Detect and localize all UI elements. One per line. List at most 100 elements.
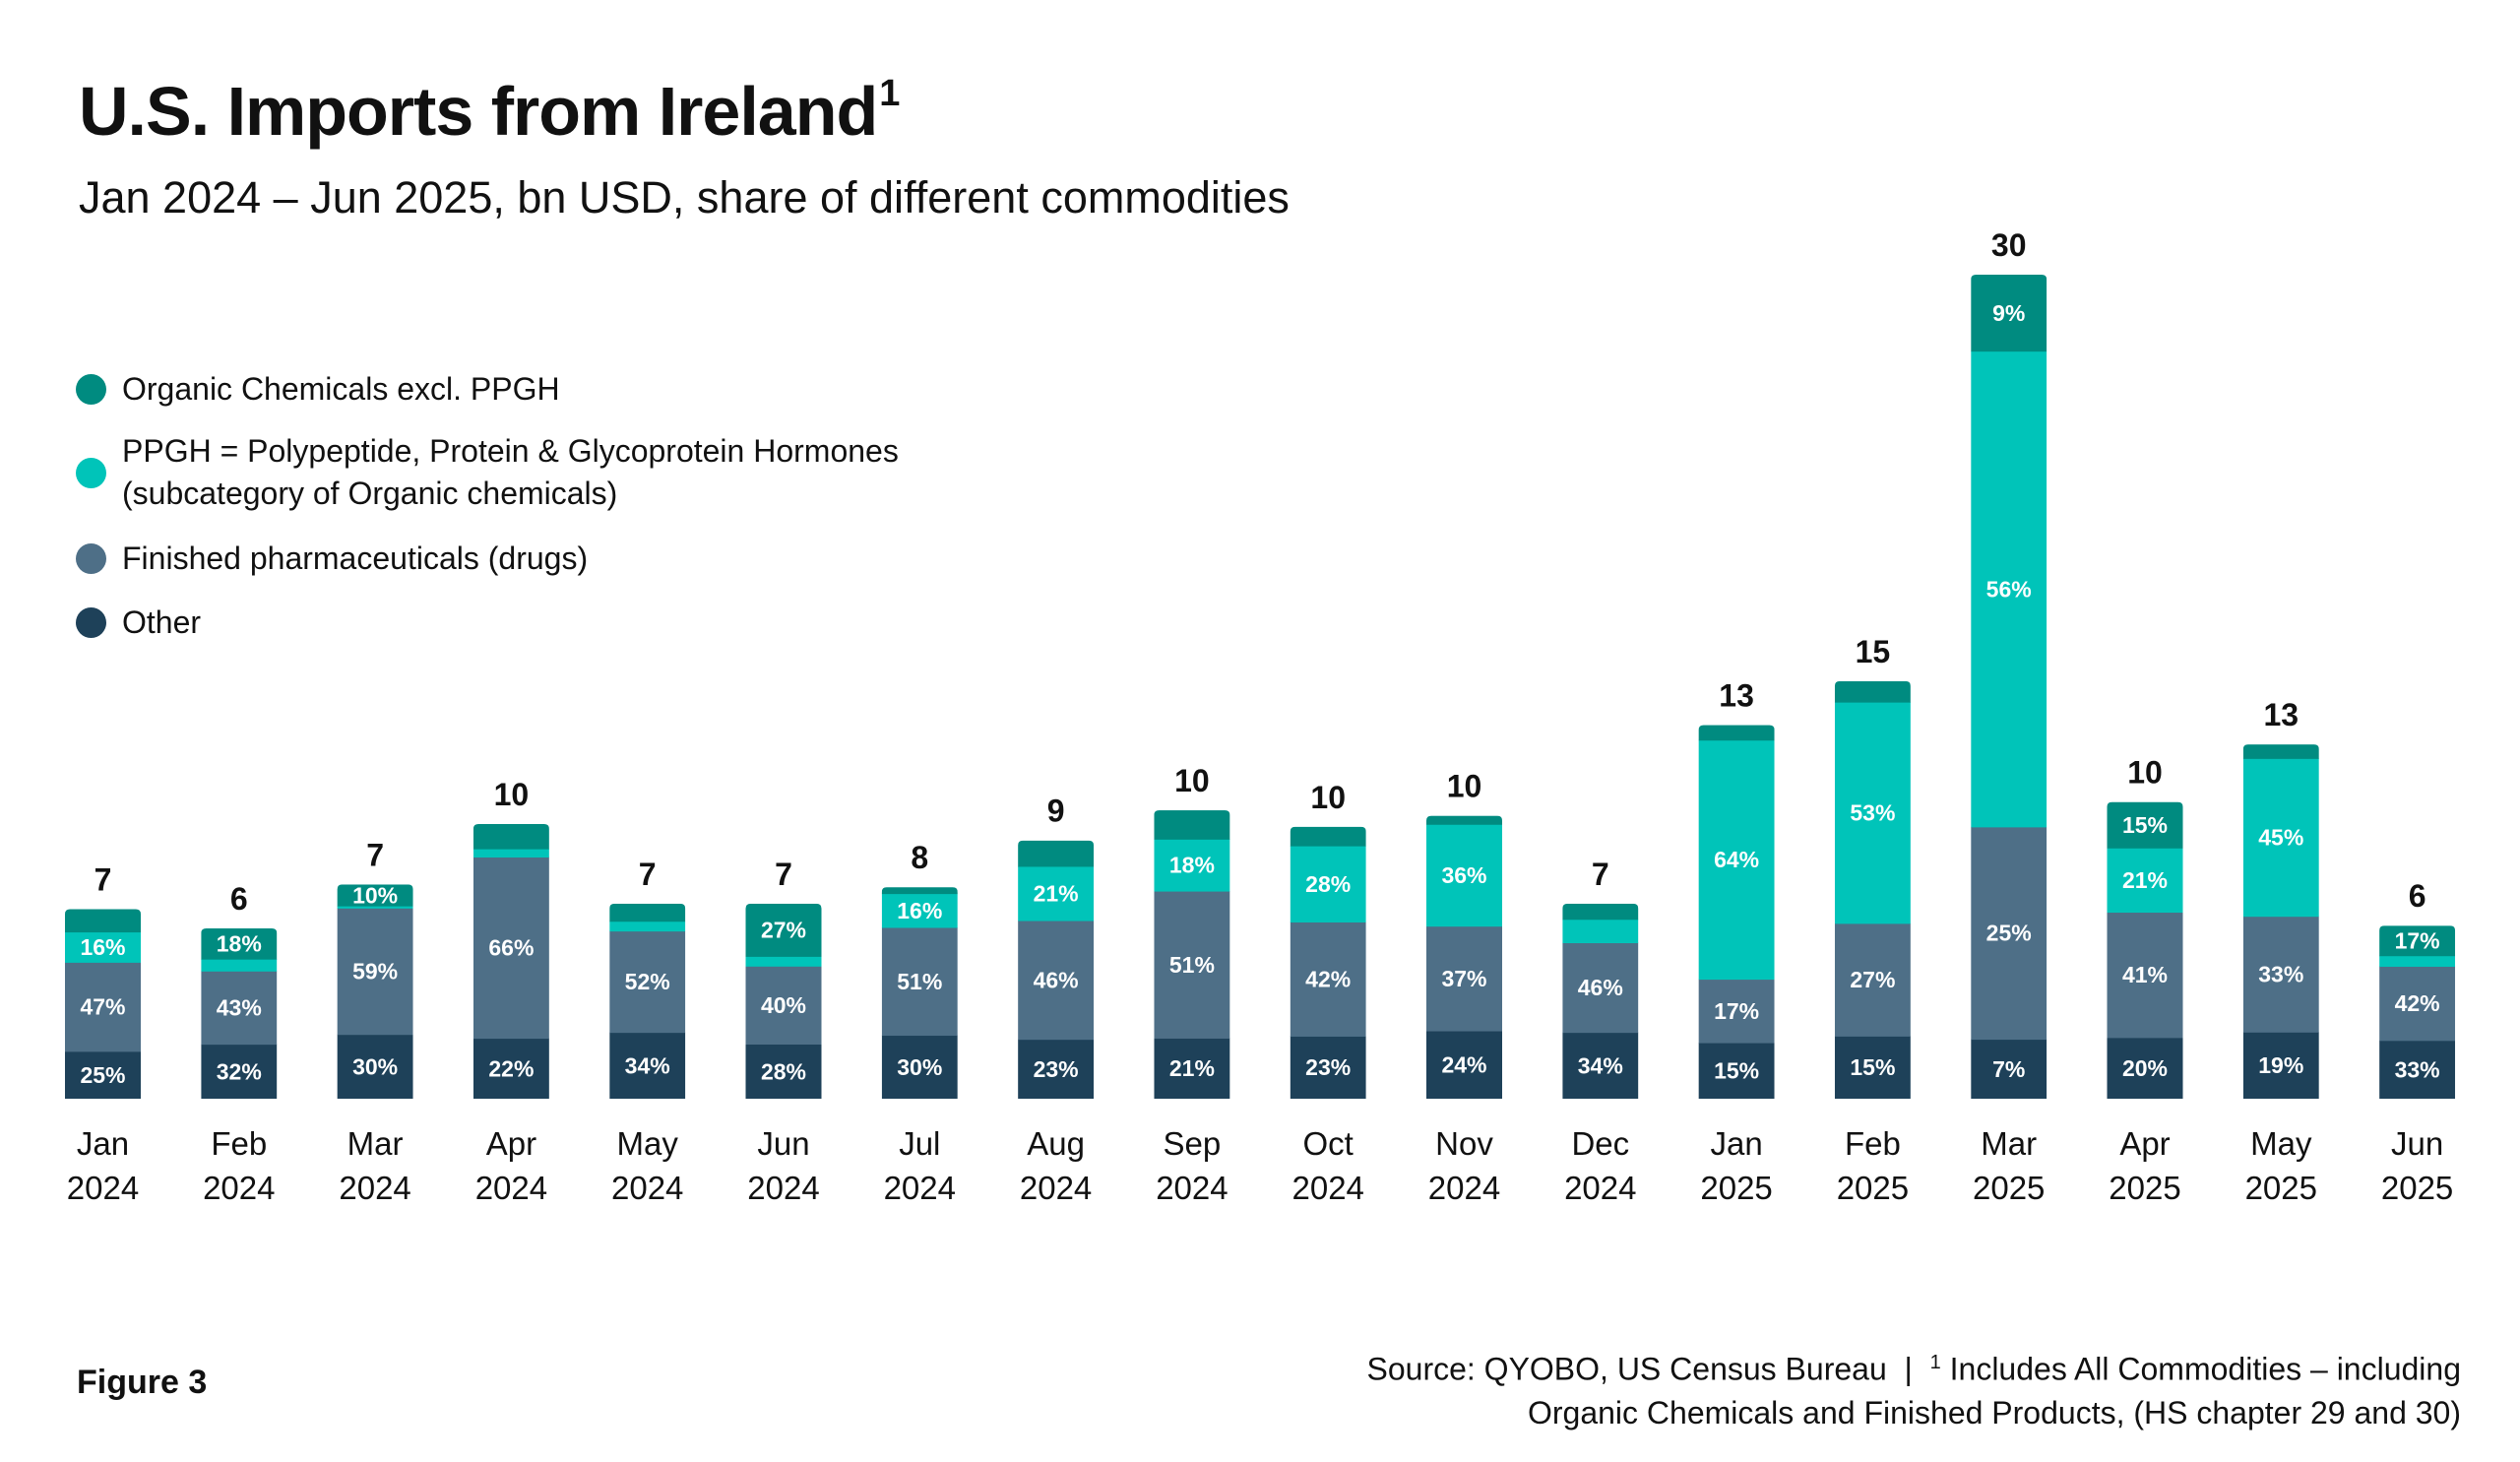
bar-segment-ppgh xyxy=(1562,919,1639,944)
source-line-1: Source: QYOBO, US Census Bureau | 1 Incl… xyxy=(1367,1341,2462,1391)
bar-group xyxy=(2107,801,2183,1099)
bar-segment-ppgh xyxy=(1018,865,1095,922)
x-tick-month: Jan xyxy=(77,1125,129,1162)
bar-segment-organic xyxy=(65,909,141,933)
bar-group xyxy=(65,909,141,1099)
bar-group xyxy=(2379,925,2456,1099)
bar-segment-drugs xyxy=(2107,912,2183,1039)
bar-segment-other xyxy=(1154,1038,1230,1099)
bar-group xyxy=(1018,840,1095,1099)
bar-segment-organic xyxy=(1698,725,1775,741)
segment-label-organic: 27% xyxy=(761,918,806,943)
segment-label-other: 15% xyxy=(1714,1058,1759,1084)
bar-segment-other xyxy=(2242,1032,2319,1099)
bar-segment-other xyxy=(609,1032,686,1099)
x-tick-month: Jan xyxy=(1710,1125,1762,1162)
bar-segment-ppgh xyxy=(745,956,822,967)
x-tick-year: 2024 xyxy=(203,1170,275,1206)
legend-item-ppgh: PPGH = Polypeptide, Protein & Glycoprote… xyxy=(76,430,899,515)
bar-segment-ppgh xyxy=(1834,702,1911,924)
segment-label-other: 28% xyxy=(761,1058,806,1084)
bar-group xyxy=(337,884,413,1099)
segment-label-other: 32% xyxy=(217,1058,262,1084)
bar-segment-drugs xyxy=(337,908,413,1036)
legend-dot-icon xyxy=(76,543,106,574)
segment-label-other: 22% xyxy=(488,1055,534,1081)
bars-layer xyxy=(65,275,2456,1099)
segment-label-other: 34% xyxy=(625,1052,670,1078)
x-tick-year: 2025 xyxy=(2381,1170,2453,1206)
total-label: 7 xyxy=(775,857,792,892)
segment-label-drugs: 59% xyxy=(352,959,398,985)
x-tick-month: Aug xyxy=(1027,1125,1085,1162)
bar-segment-organic xyxy=(1971,275,2048,352)
bar-segment-organic xyxy=(201,928,278,960)
source-text: Source: QYOBO, US Census Bureau | xyxy=(1366,1351,1930,1387)
segment-label-drugs: 33% xyxy=(2258,961,2303,986)
title-footnote-marker: 1 xyxy=(879,72,900,114)
total-label: 7 xyxy=(639,857,657,892)
total-label: 10 xyxy=(2127,755,2163,791)
bar-group xyxy=(1426,815,1502,1099)
bar-segment-drugs xyxy=(2242,916,2319,1033)
bar-segment-organic xyxy=(2242,744,2319,759)
segment-label-other: 21% xyxy=(1169,1055,1215,1081)
bar-segment-other xyxy=(1018,1039,1095,1099)
bar-segment-other xyxy=(337,1034,413,1099)
bar-segment-organic xyxy=(1290,826,1366,847)
segment-label-organic: 18% xyxy=(217,931,262,957)
bar-segment-organic xyxy=(2107,801,2183,849)
bar-group xyxy=(1562,903,1639,1099)
x-tick-month: Feb xyxy=(211,1125,267,1162)
x-tick-year: 2025 xyxy=(1700,1170,1772,1206)
legend-dot-icon xyxy=(76,457,106,488)
bar-segment-ppgh xyxy=(1971,350,2048,828)
bar-segment-other xyxy=(1290,1036,1366,1099)
segment-label-other: 34% xyxy=(1578,1052,1623,1078)
total-label: 13 xyxy=(1719,678,1754,714)
x-tick-month: Nov xyxy=(1435,1125,1493,1162)
segment-label-ppgh: 28% xyxy=(1305,871,1351,897)
segment-label-drugs: 25% xyxy=(1986,921,2032,946)
legend-item-other: Other xyxy=(76,602,201,644)
segment-label-drugs: 43% xyxy=(217,994,262,1020)
bar-segment-ppgh xyxy=(472,849,549,858)
segment-label-drugs: 66% xyxy=(488,935,534,961)
bar-segment-drugs xyxy=(1834,922,1911,1037)
source-line-2: Organic Chemicals and Finished Products,… xyxy=(1527,1394,2461,1430)
x-tick-year: 2024 xyxy=(1020,1170,1092,1206)
bar-segment-drugs xyxy=(201,971,278,1046)
bar-group xyxy=(201,928,278,1099)
segment-label-drugs: 46% xyxy=(1034,967,1079,992)
x-tick-year: 2024 xyxy=(475,1170,547,1206)
total-label: 10 xyxy=(1447,769,1482,804)
x-tick-year: 2024 xyxy=(1292,1170,1363,1206)
segment-label-ppgh: 56% xyxy=(1986,576,2032,602)
x-tick-month: Jul xyxy=(899,1125,940,1162)
x-tick-year: 2025 xyxy=(2245,1170,2317,1206)
total-label: 10 xyxy=(494,777,530,812)
total-label: 7 xyxy=(94,861,112,897)
x-tick-month: Mar xyxy=(347,1125,404,1162)
bar-segment-other xyxy=(745,1044,822,1099)
legend-dot-icon xyxy=(76,607,106,638)
bar-segment-organic xyxy=(1562,903,1639,921)
segment-label-drugs: 51% xyxy=(1169,952,1215,978)
bar-segment-other xyxy=(2379,1040,2456,1099)
x-tick-month: May xyxy=(617,1125,679,1162)
segment-label-other: 30% xyxy=(897,1054,942,1080)
segment-label-drugs: 40% xyxy=(761,992,806,1018)
bar-segment-drugs xyxy=(1018,921,1095,1041)
bar-segment-ppgh xyxy=(2242,758,2319,918)
bar-segment-organic xyxy=(2379,925,2456,957)
legend-label: Other xyxy=(122,604,202,640)
x-tick-year: 2024 xyxy=(1564,1170,1636,1206)
bar-segment-ppgh xyxy=(1290,846,1366,922)
segment-label-ppgh: 21% xyxy=(1034,881,1079,907)
legend-item-drugs: Finished pharmaceuticals (drugs) xyxy=(76,538,588,580)
x-tick-year: 2024 xyxy=(339,1170,410,1206)
bar-segment-organic xyxy=(881,887,958,895)
segment-label-organic: 10% xyxy=(352,882,398,908)
total-label: 10 xyxy=(1174,763,1210,798)
bar-segment-other xyxy=(1562,1032,1639,1099)
